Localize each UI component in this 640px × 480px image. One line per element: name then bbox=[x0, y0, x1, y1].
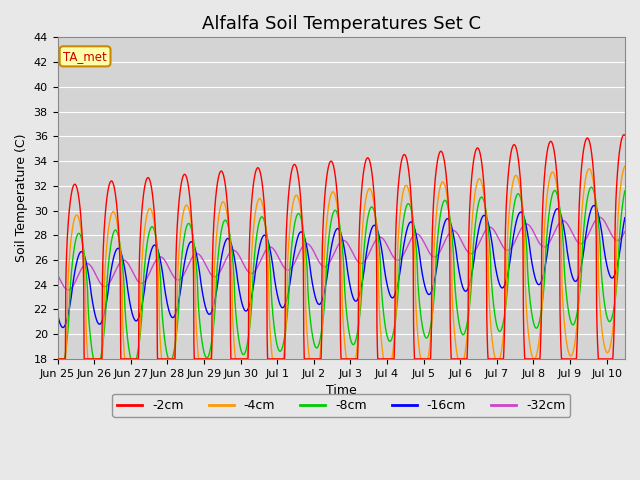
-32cm bbox=[231, 248, 239, 253]
-16cm bbox=[621, 215, 628, 221]
-32cm bbox=[429, 253, 436, 259]
Text: TA_met: TA_met bbox=[63, 50, 107, 63]
-32cm bbox=[568, 229, 575, 235]
-8cm bbox=[568, 321, 575, 326]
-4cm bbox=[621, 163, 628, 169]
-2cm bbox=[420, 356, 428, 362]
-16cm bbox=[568, 272, 575, 277]
Title: Alfalfa Soil Temperatures Set C: Alfalfa Soil Temperatures Set C bbox=[202, 15, 481, 33]
-8cm bbox=[621, 188, 628, 194]
Y-axis label: Soil Temperature (C): Soil Temperature (C) bbox=[15, 134, 28, 263]
-4cm bbox=[180, 209, 188, 215]
-32cm bbox=[605, 227, 613, 233]
-16cm bbox=[420, 282, 428, 288]
-32cm bbox=[54, 272, 61, 277]
-16cm bbox=[59, 324, 67, 330]
-4cm bbox=[231, 348, 239, 354]
-2cm bbox=[620, 132, 628, 138]
Line: -32cm: -32cm bbox=[58, 217, 625, 290]
-2cm bbox=[428, 232, 436, 238]
Line: -16cm: -16cm bbox=[58, 205, 625, 327]
-8cm bbox=[420, 332, 428, 338]
-16cm bbox=[590, 203, 598, 208]
-4cm bbox=[428, 313, 436, 319]
-8cm bbox=[605, 318, 612, 324]
-32cm bbox=[596, 215, 604, 220]
-16cm bbox=[231, 258, 239, 264]
-2cm bbox=[231, 356, 239, 362]
-8cm bbox=[588, 184, 595, 190]
-2cm bbox=[180, 172, 188, 178]
-32cm bbox=[420, 240, 428, 246]
Line: -4cm: -4cm bbox=[58, 166, 625, 359]
Line: -8cm: -8cm bbox=[58, 187, 625, 359]
-8cm bbox=[54, 356, 61, 362]
Line: -2cm: -2cm bbox=[58, 135, 625, 359]
-2cm bbox=[605, 356, 612, 362]
-32cm bbox=[65, 287, 72, 293]
X-axis label: Time: Time bbox=[326, 384, 356, 397]
-8cm bbox=[231, 294, 239, 300]
-4cm bbox=[568, 353, 575, 359]
-2cm bbox=[54, 356, 61, 362]
Legend: -2cm, -4cm, -8cm, -16cm, -32cm: -2cm, -4cm, -8cm, -16cm, -32cm bbox=[112, 394, 570, 417]
-16cm bbox=[429, 286, 436, 292]
-4cm bbox=[54, 356, 61, 362]
-16cm bbox=[54, 311, 61, 317]
-16cm bbox=[605, 271, 613, 276]
-16cm bbox=[180, 265, 188, 271]
-32cm bbox=[180, 272, 188, 277]
-2cm bbox=[621, 132, 628, 138]
-4cm bbox=[605, 348, 612, 354]
-8cm bbox=[428, 312, 436, 318]
-2cm bbox=[568, 356, 575, 362]
-8cm bbox=[180, 240, 188, 245]
-4cm bbox=[420, 356, 428, 362]
-32cm bbox=[621, 229, 628, 235]
